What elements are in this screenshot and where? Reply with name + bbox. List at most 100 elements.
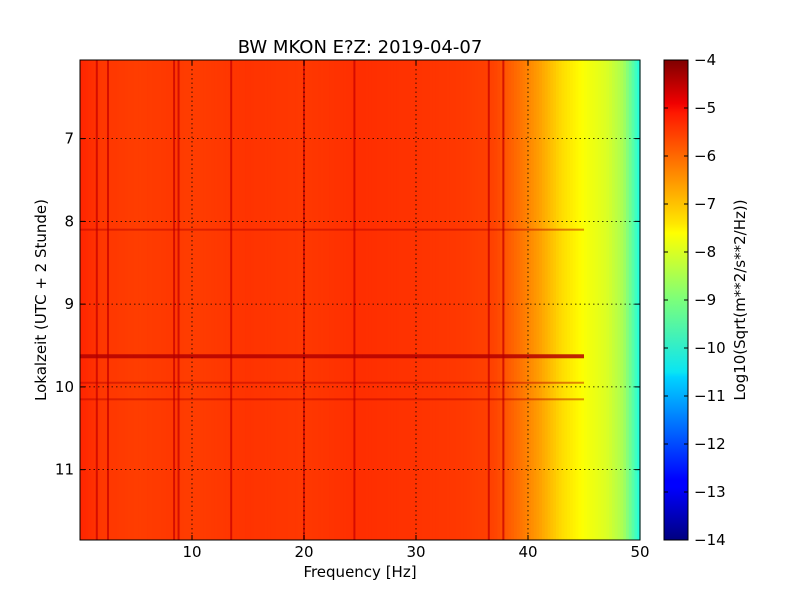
heatmap-column xyxy=(550,60,554,540)
heatmap-column xyxy=(217,60,221,540)
heatmap-column xyxy=(542,60,546,540)
heatmap-column xyxy=(558,60,563,540)
x-axis: 10 20 30 40 50 xyxy=(182,60,650,561)
heatmap-column xyxy=(253,60,257,540)
heatmap-column xyxy=(455,60,459,540)
heatmap-column xyxy=(522,60,526,540)
heatmap-column xyxy=(368,60,372,540)
heatmap-column xyxy=(250,60,255,540)
heatmap-column xyxy=(231,60,235,540)
heatmap-column xyxy=(449,60,453,540)
colorbar-label: Log10(Sqrt(m**2/s**2/Hz)) xyxy=(731,199,749,400)
heatmap-column xyxy=(138,60,143,540)
heatmap-column xyxy=(556,60,560,540)
heatmap-column xyxy=(351,60,355,540)
heatmap-column xyxy=(444,60,448,540)
spectral-line xyxy=(173,60,176,540)
heatmap-column xyxy=(96,60,101,540)
heatmap-column xyxy=(614,60,619,540)
heatmap-column xyxy=(634,60,638,540)
x-tick-label: 10 xyxy=(182,543,201,561)
heatmap-column xyxy=(155,60,159,540)
y-tick-label: 9 xyxy=(64,295,74,313)
heatmap-column xyxy=(91,60,95,540)
heatmap-column xyxy=(259,60,263,540)
heatmap-column xyxy=(116,60,120,540)
y-tick-label: 7 xyxy=(64,130,74,148)
heatmap-column xyxy=(430,60,434,540)
heatmap-column xyxy=(203,60,207,540)
heatmap-column xyxy=(186,60,190,540)
colorbar-tick-label: −13 xyxy=(694,483,726,501)
heatmap-column xyxy=(281,60,285,540)
broadband-event xyxy=(80,228,584,231)
heatmap-column xyxy=(438,60,442,540)
heatmap-column xyxy=(264,60,269,540)
heatmap-column xyxy=(298,60,302,540)
heatmap-column xyxy=(256,60,260,540)
x-tick-label: 30 xyxy=(406,543,425,561)
heatmap-column xyxy=(514,60,518,540)
heatmap-column xyxy=(194,60,199,540)
heatmap-column xyxy=(480,60,484,540)
heatmap-column xyxy=(567,60,571,540)
heatmap-column xyxy=(242,60,246,540)
colorbar-tick-label: −4 xyxy=(694,51,716,69)
colorbar-tick-label: −8 xyxy=(694,243,716,261)
heatmap-column xyxy=(124,60,129,540)
heatmap-column xyxy=(374,60,378,540)
heatmap-column xyxy=(287,60,291,540)
heatmap-column xyxy=(312,60,316,540)
heatmap-column xyxy=(332,60,336,540)
heatmap-column xyxy=(136,60,140,540)
heatmap-column xyxy=(508,60,512,540)
heatmap-column xyxy=(581,60,585,540)
heatmap-column xyxy=(393,60,397,540)
heatmap-column xyxy=(110,60,115,540)
heatmap-column xyxy=(410,60,414,540)
heatmap-column xyxy=(248,60,252,540)
heatmap-column xyxy=(474,60,479,540)
heatmap-column xyxy=(365,60,369,540)
broadband-events xyxy=(80,228,584,401)
heatmap-column xyxy=(511,60,515,540)
heatmap-column xyxy=(267,60,271,540)
heatmap-column xyxy=(326,60,330,540)
heatmap-column xyxy=(631,60,635,540)
heatmap-column xyxy=(603,60,607,540)
heatmap-column xyxy=(432,60,437,540)
broadband-event xyxy=(80,354,584,359)
heatmap-column xyxy=(390,60,395,540)
heatmap-column xyxy=(539,60,543,540)
plot-frame xyxy=(79,59,641,541)
heatmap-column xyxy=(130,60,134,540)
x-tick-label: 40 xyxy=(518,543,537,561)
heatmap-column xyxy=(362,60,367,540)
heatmap-column xyxy=(85,60,89,540)
heatmap-column xyxy=(376,60,381,540)
heatmap-column xyxy=(228,60,232,540)
heatmap-column xyxy=(119,60,123,540)
heatmap-column xyxy=(222,60,227,540)
heatmap-column xyxy=(80,60,84,540)
heatmap-column xyxy=(472,60,476,540)
heatmap-column xyxy=(418,60,423,540)
heatmap-column xyxy=(161,60,165,540)
colorbar-tick-label: −11 xyxy=(694,387,726,405)
heatmap-column xyxy=(150,60,154,540)
heatmap-column xyxy=(127,60,131,540)
heatmap-column xyxy=(346,60,350,540)
heatmap-column xyxy=(469,60,473,540)
y-tick-label: 11 xyxy=(55,461,74,479)
heatmap-column xyxy=(343,60,347,540)
spectral-line xyxy=(502,60,505,540)
x-tick-label: 20 xyxy=(294,543,313,561)
heatmap-column xyxy=(133,60,137,540)
heatmap-column xyxy=(435,60,439,540)
heatmap-column xyxy=(460,60,465,540)
heatmap-column xyxy=(516,60,521,540)
heatmap-column xyxy=(544,60,549,540)
heatmap-column xyxy=(309,60,313,540)
heatmap-column xyxy=(323,60,327,540)
y-tick-label: 8 xyxy=(64,212,74,230)
